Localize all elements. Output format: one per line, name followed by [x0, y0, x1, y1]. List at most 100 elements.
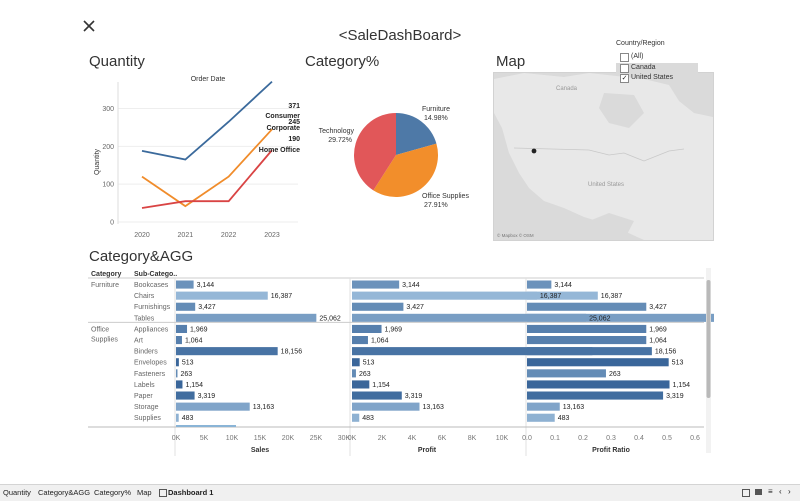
grid-view-icon[interactable] — [742, 489, 750, 497]
bar — [176, 347, 278, 356]
category-pct-title: Category% — [305, 53, 380, 70]
category-agg-title: Category&AGG — [89, 248, 194, 265]
tab-dashboard-1[interactable]: Dashboard 1 — [168, 488, 214, 497]
bar-label: 1,064 — [649, 338, 667, 345]
map-marker[interactable] — [531, 148, 537, 154]
bar-label: 25,062 — [589, 315, 611, 322]
line-series — [141, 80, 273, 161]
prev-sheet-icon[interactable]: ‹ — [779, 487, 782, 496]
bar — [176, 391, 195, 400]
x-tick-label: 2021 — [178, 232, 194, 239]
bar — [176, 324, 188, 333]
checkbox-all[interactable] — [620, 53, 629, 62]
pie-slice-label: 14.98% — [424, 115, 448, 122]
bar-label: 3,319 — [666, 393, 684, 400]
filter-option-label: (All) — [631, 53, 644, 60]
x-tick-label: 25K — [310, 435, 323, 442]
bar-label: 13,163 — [423, 404, 445, 411]
bar-label: 13,163 — [563, 404, 585, 411]
bar-label: 513 — [672, 360, 684, 367]
sheet-tab-bar: Quantity Category&AGG Category% Map Dash… — [0, 484, 800, 501]
x-tick-label: 0.6 — [690, 435, 700, 442]
x-tick-label: 0.1 — [550, 435, 560, 442]
bar-label: 483 — [558, 415, 570, 422]
bar — [352, 369, 356, 378]
x-tick-label: 0K — [348, 435, 357, 442]
category-label: Office — [91, 326, 109, 333]
bar-label: 513 — [363, 360, 375, 367]
x-tick-label: 4K — [408, 435, 417, 442]
category-label: Supplies — [91, 336, 118, 343]
end-value-label: 371 — [288, 103, 300, 110]
bar — [352, 291, 598, 300]
checkbox-united-states[interactable]: ✓ — [620, 74, 629, 83]
filter-option-all[interactable]: (All) — [616, 52, 698, 63]
next-sheet-icon[interactable]: › — [788, 487, 791, 496]
film-strip-icon[interactable] — [755, 489, 762, 495]
tab-category-agg[interactable]: Category&AGG — [38, 488, 91, 497]
subcategory-label: Furnishings — [134, 304, 171, 311]
map-label-canada: Canada — [556, 86, 578, 92]
map-panel[interactable]: Canada United States © Mapbox © OSM — [493, 72, 714, 241]
bar-label: 1,154 — [185, 382, 203, 389]
bar-label: 1,969 — [385, 326, 403, 333]
bar-label: 3,427 — [198, 304, 216, 311]
chart-title: Order Date — [191, 76, 226, 83]
x-tick-label: 10K — [496, 435, 509, 442]
y-tick-label: 200 — [102, 144, 114, 151]
bar — [352, 302, 404, 311]
x-tick-label: 0.5 — [662, 435, 672, 442]
pie-slice — [396, 113, 437, 155]
bar — [527, 358, 669, 367]
filter-title: Country/Region — [616, 40, 665, 47]
bar — [176, 280, 194, 289]
bar — [352, 336, 368, 345]
bar — [352, 380, 370, 389]
map-canvas: Canada United States © Mapbox © OSM — [494, 73, 713, 240]
category-agg-chart[interactable]: Category Sub-Catego.. Furniture Bookcases 3,… — [86, 266, 714, 458]
line-series — [141, 149, 273, 209]
tab-category-pct[interactable]: Category% — [94, 488, 132, 497]
scrollbar-thumb[interactable] — [706, 280, 711, 398]
map-credit: © Mapbox © OSM — [497, 232, 534, 238]
pie-slice — [354, 113, 396, 191]
bar — [527, 402, 560, 411]
close-icon[interactable] — [82, 19, 96, 33]
map-title: Map — [496, 53, 526, 70]
x-tick-label: 2020 — [134, 232, 150, 239]
subcategory-label: Paper — [134, 393, 153, 400]
checkbox-canada[interactable] — [620, 63, 629, 73]
x-tick-label: 10K — [226, 435, 239, 442]
bar-label: 25,062 — [319, 315, 341, 322]
bar — [176, 291, 268, 300]
filter-option-united-states[interactable]: ✓ United States — [616, 73, 698, 84]
bar-label: 1,064 — [185, 338, 203, 345]
country-filter: Country/Region (All) Canada ✓ United Sta… — [616, 40, 698, 84]
bar — [176, 380, 183, 389]
quantity-line-chart[interactable]: Order Date 0 100 200 300 Quantity 2020 2021 2022… — [88, 70, 303, 245]
measure-axis-title: Profit Ratio — [592, 447, 630, 454]
bar — [527, 380, 670, 389]
bar — [352, 347, 593, 356]
category-pie-chart[interactable]: Furniture 14.98% Office Supplies 27.91% Tech… — [300, 95, 490, 215]
subcategory-label: Supplies — [134, 415, 161, 422]
bar-label: 263 — [180, 371, 192, 378]
tab-map[interactable]: Map — [137, 488, 152, 497]
subcategory-label: Fasteners — [134, 371, 166, 378]
bar — [527, 280, 552, 289]
x-tick-label: 2K — [378, 435, 387, 442]
list-view-icon[interactable]: ≡ — [768, 487, 773, 496]
subcategory-label: Bookcases — [134, 282, 169, 289]
x-tick-label: 2022 — [221, 232, 237, 239]
x-tick-label: 0.0 — [522, 435, 532, 442]
bar-label: 3,319 — [198, 393, 216, 400]
bar-label: 513 — [182, 360, 194, 367]
map-land-north-america — [494, 73, 713, 240]
bar-label: 1,969 — [649, 326, 667, 333]
tab-quantity[interactable]: Quantity — [3, 488, 31, 497]
filter-option-canada[interactable]: Canada — [616, 62, 698, 73]
bar — [527, 336, 647, 345]
filter-option-label: Canada — [631, 63, 656, 71]
bar-label: 263 — [359, 371, 371, 378]
bar-label: 1,064 — [371, 338, 389, 345]
